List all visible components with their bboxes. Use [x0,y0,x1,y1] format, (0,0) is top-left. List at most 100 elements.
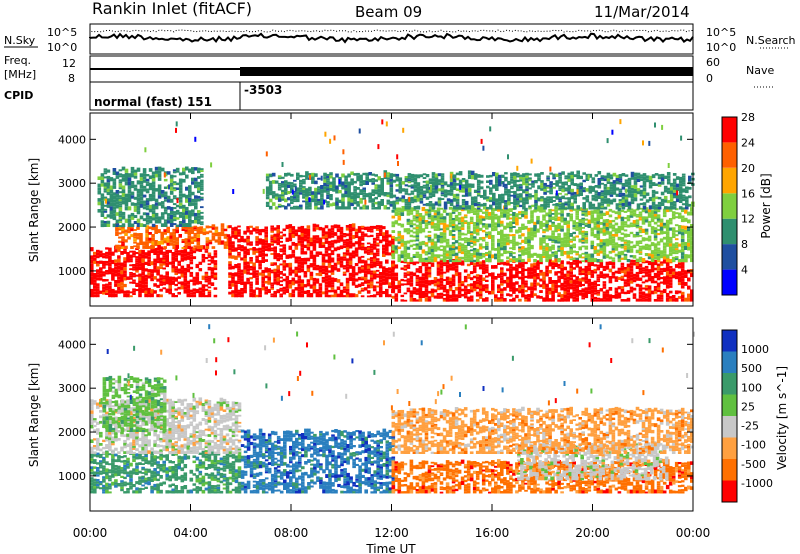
power-cell [339,226,344,231]
power-cell [548,211,552,215]
power-cell [659,250,664,255]
power-cell [506,279,510,283]
power-cell [327,248,332,251]
power-cell [442,239,447,243]
power-cell [656,247,661,250]
power-cell [454,298,459,302]
power-cell [362,172,366,176]
power-cell [623,223,628,226]
power-cell [549,185,553,188]
power-cell [214,239,219,243]
power-cell [650,258,655,263]
power-cell [668,240,673,244]
power-cell [345,288,350,292]
power-cell [431,187,436,191]
power-cell [451,246,456,249]
power-cell [401,181,406,185]
power-cell [436,293,441,296]
power-cell [196,230,201,235]
power-cell [557,233,561,236]
power-cell [166,220,171,224]
power-cell [365,205,369,210]
power-cell [558,189,562,191]
power-cell [563,266,567,271]
power-cell [299,179,303,183]
power-cell [442,264,447,267]
power-cell [504,207,508,210]
power-cell [302,175,306,178]
power-cell [620,232,625,235]
power-cell [540,185,544,189]
power-cell [626,263,631,268]
power-cell [163,240,167,244]
power-cell [602,281,607,284]
power-cell [497,238,501,243]
power-cell [424,297,429,302]
power-cell [641,271,646,274]
power-cell [442,232,447,236]
power-cell [300,290,305,294]
power-cell [200,173,204,176]
power-cell [277,196,282,199]
power-cell [475,228,480,233]
power-cell [237,234,241,237]
power-cell [439,237,444,240]
power-cell [246,277,250,281]
power-cell [516,195,520,199]
power-cell [201,288,206,293]
power-cell [191,177,195,182]
power-cell [348,256,353,261]
power-cell [454,208,459,212]
power-cell [560,294,564,298]
power-cell [306,243,311,247]
power-cell [90,293,94,298]
power-cell [509,274,513,277]
power-cell [124,245,128,249]
power-cell [360,255,365,258]
power-cell [677,262,682,266]
power-cell [175,182,180,186]
power-cell [265,186,270,189]
power-cell [360,242,365,245]
power-cell [118,185,123,188]
power-cell [169,198,174,203]
power-cell [120,270,124,275]
power-cell [151,174,156,179]
power-cell [305,188,309,193]
power-cell [687,285,691,290]
power-cell [440,179,445,181]
power-cell [600,198,605,200]
power-cell [566,243,570,247]
power-cell [527,246,531,251]
power-cell [602,268,607,271]
power-cell [317,190,321,193]
power-cell [142,176,147,180]
power-cell [457,229,462,232]
power-cell [350,202,354,207]
power-cell [674,242,679,245]
power-cell [136,236,140,240]
power-cell [542,237,546,240]
power-cell [194,177,198,182]
power-cell [108,251,112,256]
power-cell [400,239,405,243]
power-cell [299,182,303,185]
power-cell [330,250,335,253]
power-cell [290,201,294,204]
power-cell [599,244,604,248]
power-cell [638,270,643,274]
power-cell [659,270,664,273]
power-cell [354,263,359,267]
power-cell [258,291,262,295]
power-cell [183,271,188,276]
power-cell [518,262,522,266]
power-cell [255,275,259,278]
power-cell [569,209,573,212]
power-cell [394,272,399,277]
power-cell [141,280,145,285]
power-cell [596,268,601,271]
power-cell [347,201,351,206]
power-cell [671,243,676,247]
power-cell [197,184,201,188]
power-cell [424,251,429,254]
